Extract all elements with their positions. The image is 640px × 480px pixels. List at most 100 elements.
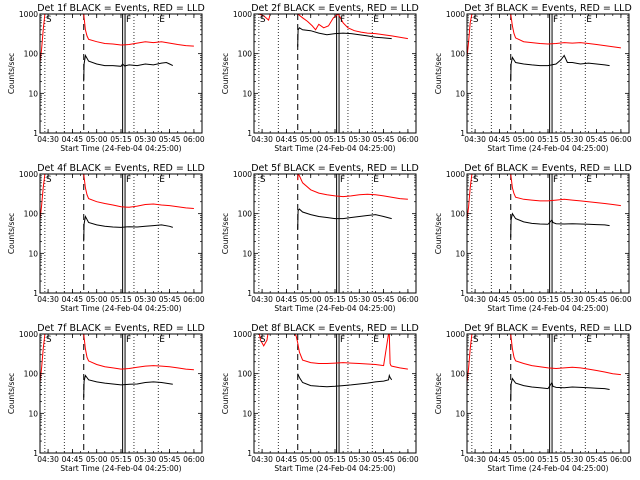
x-tick-label: 05:15 bbox=[110, 295, 132, 304]
plot-frame bbox=[466, 173, 630, 294]
x-tick-label: 04:45 bbox=[489, 295, 511, 304]
panel-det-2: S F E 1 10 100 1000 04:30 04:45 05:00 05:15 05:30 05… bbox=[221, 3, 419, 153]
x-tick-label: 04:45 bbox=[62, 455, 84, 464]
x-tick-label: 05:15 bbox=[110, 455, 132, 464]
x-tick-label: 04:30 bbox=[464, 135, 486, 144]
x-tick-label: 04:30 bbox=[37, 455, 59, 464]
flag-label: S bbox=[260, 335, 266, 345]
y-tick-label: 10 bbox=[242, 249, 252, 258]
series-line-lld bbox=[254, 14, 408, 40]
flag-label: F bbox=[553, 335, 558, 345]
panel-det-5: S F E 1 10 100 1000 04:30 04:45 05:00 05:15 05:30 05… bbox=[221, 163, 419, 313]
flag-label: F bbox=[553, 175, 558, 185]
series-line-lld bbox=[40, 334, 194, 383]
y-tick-label: 10 bbox=[455, 89, 465, 98]
x-tick-label: 05:45 bbox=[586, 455, 608, 464]
x-tick-label: 05:30 bbox=[348, 135, 370, 144]
flag-label: E bbox=[373, 175, 379, 185]
x-tick-label: 06:00 bbox=[610, 455, 632, 464]
y-tick-label: 1 bbox=[33, 449, 38, 458]
flag-label: F bbox=[340, 335, 345, 345]
x-tick-label: 04:30 bbox=[251, 135, 273, 144]
y-tick-label: 1000 bbox=[446, 10, 465, 19]
x-tick-label: 04:45 bbox=[62, 295, 84, 304]
y-tick-label: 1 bbox=[247, 289, 252, 298]
flag-label: E bbox=[159, 15, 165, 25]
x-tick-label: 05:45 bbox=[373, 295, 395, 304]
plot-area bbox=[40, 14, 194, 133]
y-tick-label: 1000 bbox=[446, 330, 465, 339]
x-tick-label: 04:30 bbox=[251, 295, 273, 304]
series-line-events bbox=[297, 208, 392, 230]
flag-label: S bbox=[260, 175, 266, 185]
plot-frame bbox=[253, 173, 417, 294]
x-tick-label: 05:00 bbox=[86, 135, 108, 144]
y-tick-label: 10 bbox=[455, 409, 465, 418]
plot-frame bbox=[253, 333, 417, 454]
x-tick-label: 05:15 bbox=[537, 135, 559, 144]
y-tick-label: 1000 bbox=[233, 330, 252, 339]
series-line-lld bbox=[467, 174, 621, 220]
x-tick-label: 05:45 bbox=[159, 295, 181, 304]
flag-label: F bbox=[340, 175, 345, 185]
y-axis-label: Counts/sec bbox=[221, 213, 230, 254]
x-tick-label: 05:00 bbox=[300, 135, 322, 144]
y-tick-label: 100 bbox=[238, 370, 253, 379]
plot-area bbox=[467, 334, 621, 453]
plot-area bbox=[254, 14, 408, 133]
x-tick-label: 04:30 bbox=[464, 455, 486, 464]
y-tick-label: 1000 bbox=[233, 170, 252, 179]
plot-frame bbox=[39, 333, 203, 454]
series-line-events bbox=[297, 27, 392, 47]
x-tick-label: 04:45 bbox=[489, 135, 511, 144]
x-tick-label: 04:45 bbox=[62, 135, 84, 144]
flag-label: E bbox=[586, 175, 592, 185]
plot-area bbox=[467, 174, 621, 293]
x-axis-label: Start Time (24-Feb-04 04:25:00) bbox=[487, 304, 608, 313]
plot-frame bbox=[253, 13, 417, 134]
x-tick-label: 05:45 bbox=[586, 295, 608, 304]
y-tick-label: 10 bbox=[455, 249, 465, 258]
flag-label: F bbox=[126, 335, 131, 345]
flag-label: S bbox=[46, 175, 52, 185]
y-tick-label: 10 bbox=[242, 89, 252, 98]
x-axis-label: Start Time (24-Feb-04 04:25:00) bbox=[274, 464, 395, 473]
x-tick-label: 04:45 bbox=[276, 135, 298, 144]
x-tick-label: 05:30 bbox=[348, 295, 370, 304]
flag-label: S bbox=[473, 335, 479, 345]
y-tick-label: 100 bbox=[24, 210, 39, 219]
y-tick-label: 1 bbox=[247, 449, 252, 458]
y-tick-label: 1000 bbox=[19, 170, 38, 179]
flag-label: S bbox=[46, 15, 52, 25]
x-tick-label: 05:00 bbox=[300, 455, 322, 464]
flag-label: S bbox=[473, 15, 479, 25]
y-tick-label: 1 bbox=[33, 289, 38, 298]
y-tick-label: 1000 bbox=[19, 10, 38, 19]
x-tick-label: 06:00 bbox=[610, 135, 632, 144]
y-tick-label: 10 bbox=[28, 409, 38, 418]
y-axis-label: Counts/sec bbox=[434, 213, 443, 254]
y-tick-label: 1000 bbox=[446, 170, 465, 179]
x-tick-label: 06:00 bbox=[183, 455, 205, 464]
x-tick-label: 05:30 bbox=[134, 455, 156, 464]
panel-det-4: S F E 1 10 100 1000 04:30 04:45 05:00 05:15 05:30 05… bbox=[7, 163, 205, 313]
flag-label: E bbox=[373, 335, 379, 345]
x-tick-label: 06:00 bbox=[183, 135, 205, 144]
x-tick-label: 06:00 bbox=[183, 295, 205, 304]
x-tick-label: 05:00 bbox=[300, 295, 322, 304]
chart-title: Det 6f BLACK = Events, RED = LLD bbox=[464, 163, 632, 174]
x-axis-label: Start Time (24-Feb-04 04:25:00) bbox=[487, 464, 608, 473]
y-tick-label: 10 bbox=[28, 89, 38, 98]
x-tick-label: 06:00 bbox=[397, 455, 419, 464]
x-axis-label: Start Time (24-Feb-04 04:25:00) bbox=[274, 144, 395, 153]
chart-title: Det 5f BLACK = Events, RED = LLD bbox=[251, 163, 419, 174]
panel-det-7: S F E 1 10 100 1000 04:30 04:45 05:00 05:15 05:30 05… bbox=[7, 323, 205, 473]
y-tick-label: 10 bbox=[28, 249, 38, 258]
x-tick-label: 05:30 bbox=[134, 295, 156, 304]
x-tick-label: 05:15 bbox=[324, 135, 346, 144]
series-line-lld bbox=[297, 174, 408, 200]
chart-title: Det 9f BLACK = Events, RED = LLD bbox=[464, 323, 632, 334]
y-tick-label: 1 bbox=[460, 289, 465, 298]
x-tick-label: 06:00 bbox=[397, 135, 419, 144]
